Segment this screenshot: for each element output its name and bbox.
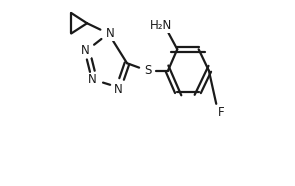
Text: F: F <box>218 106 224 119</box>
Text: N: N <box>81 44 90 57</box>
Text: H₂N: H₂N <box>150 19 172 32</box>
Text: N: N <box>114 83 123 96</box>
Text: N: N <box>88 73 97 86</box>
Text: S: S <box>144 64 151 77</box>
Text: N: N <box>106 27 115 40</box>
